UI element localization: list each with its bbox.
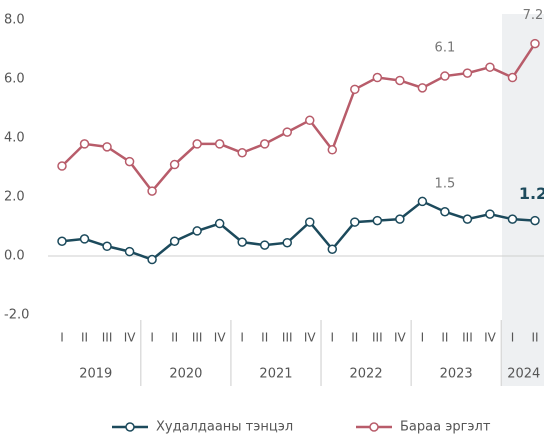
y-tick-label: 2.0 [4,190,25,205]
point [350,84,360,95]
point [124,246,135,257]
x-tick-label: III [282,331,293,345]
x-tick-label: IV [124,331,137,345]
point [259,240,270,250]
x-tick-label: III [102,331,113,345]
x-tick-label: IV [304,331,317,345]
point [395,214,405,224]
series-line [61,199,536,261]
x-tick-label: I [331,331,335,345]
point [237,148,247,158]
point [124,156,135,167]
point [372,72,383,83]
x-tick-label: I [60,331,64,345]
year-label: 2020 [169,367,202,382]
x-tick-label: III [462,331,473,345]
x-tick-label: II [441,331,448,345]
x-tick-label: III [192,331,203,345]
point [305,115,315,126]
value-label: 7.2 [523,8,544,23]
point [530,38,540,49]
y-tick-label: 4.0 [4,131,25,146]
x-tick-label: II [81,331,88,345]
year-label: 2021 [259,367,292,382]
x-tick-label: IV [484,331,497,345]
x-tick-label: II [351,331,358,345]
point [485,62,495,72]
point [372,215,383,226]
legend-marker [369,422,379,432]
x-tick-label: II [261,331,268,345]
point [417,196,428,207]
point [485,209,495,219]
point [440,71,450,81]
value-label: 6.1 [435,41,456,56]
x-tick-label: IV [394,331,407,345]
point [147,186,157,196]
x-tick-label: III [372,331,383,345]
point [237,237,247,247]
y-tick-label: 6.0 [4,72,25,87]
point [305,217,315,227]
point [169,236,180,246]
x-tick-label: II [531,331,538,345]
point [462,68,473,78]
x-tick-label: I [240,331,244,345]
point [57,161,67,171]
point [417,83,428,93]
series-line [61,42,537,194]
y-tick-label: -2.0 [4,308,29,323]
x-tick-label: II [171,331,178,345]
point [507,214,518,224]
year-label: 2019 [79,367,112,382]
point [102,241,112,252]
x-tick-label: I [511,331,515,345]
point [530,215,540,226]
y-tick-label: 8.0 [4,13,25,28]
point [214,139,225,149]
point [147,254,157,265]
point [192,139,202,149]
point [192,226,202,236]
point [214,218,225,229]
year-label: 2022 [350,367,383,382]
legend-marker [125,422,135,432]
point [395,75,405,86]
year-label: 2024 [507,367,540,382]
year-label: 2023 [440,367,473,382]
point [169,159,180,170]
point [79,139,90,149]
value-label: 1.5 [435,176,456,191]
point [350,217,360,227]
legend-label: Бараа эргэлт [400,420,491,434]
point [327,244,338,254]
point [282,127,292,137]
point [327,145,338,155]
legend-label: Худалдааны тэнцэл [156,420,293,434]
value-label: 1.2 [519,184,544,203]
point [57,236,67,246]
point [79,234,90,244]
point [507,72,518,83]
point [102,142,112,152]
x-tick-label: IV [214,331,227,345]
x-tick-label: I [421,331,425,345]
point [462,214,473,224]
y-tick-label: 0.0 [4,249,25,264]
point [259,139,270,149]
point [440,207,450,217]
x-tick-label: I [150,331,154,345]
point [282,237,292,248]
